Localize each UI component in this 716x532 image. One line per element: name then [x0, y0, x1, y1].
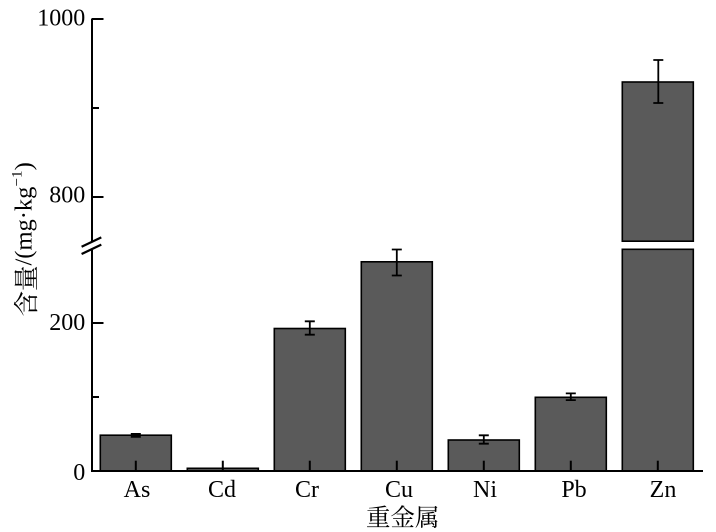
svg-text:Cr: Cr: [295, 477, 319, 503]
svg-text:Cd: Cd: [208, 477, 236, 503]
svg-text:As: As: [124, 477, 151, 503]
svg-text:Pb: Pb: [561, 477, 586, 503]
svg-text:1000: 1000: [37, 6, 85, 32]
svg-text:800: 800: [49, 183, 85, 209]
svg-text:Zn: Zn: [650, 477, 677, 503]
svg-text:Cu: Cu: [385, 477, 413, 503]
svg-text:Ni: Ni: [473, 477, 497, 503]
svg-text:0: 0: [73, 460, 85, 486]
svg-text:200: 200: [49, 310, 85, 336]
